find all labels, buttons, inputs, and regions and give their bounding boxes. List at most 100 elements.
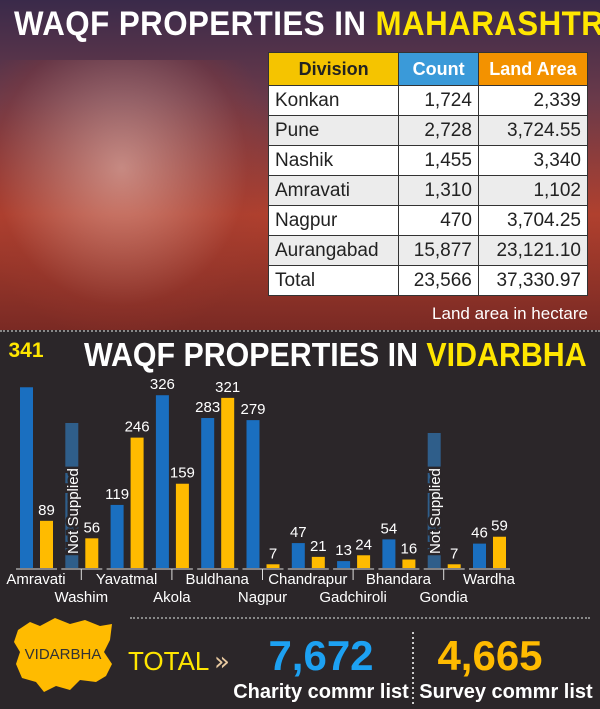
land-area-cell: 37,330.97 bbox=[477, 265, 589, 296]
title-text: WAQF PROPERTIES IN bbox=[84, 336, 427, 373]
data-label: 24 bbox=[355, 536, 372, 553]
count-cell: 15,877 bbox=[398, 235, 479, 266]
category-label: Gadchiroli bbox=[319, 589, 387, 606]
data-label: 16 bbox=[401, 541, 418, 558]
bar-survey bbox=[40, 520, 53, 568]
data-label: 283 bbox=[195, 399, 220, 416]
missing-bar bbox=[65, 423, 79, 568]
table-row: Amravati 1,310 1,102 bbox=[267, 175, 589, 206]
bar-charity bbox=[246, 420, 260, 568]
vidarbha-title: WAQF PROPERTIES IN VIDARBHA bbox=[84, 336, 587, 374]
bar-charity bbox=[20, 387, 33, 568]
data-label: 21 bbox=[310, 538, 327, 555]
vidarbha-map-icon bbox=[14, 618, 112, 692]
division-cell: Konkan bbox=[267, 85, 400, 116]
data-label: 89 bbox=[38, 502, 55, 519]
header-row: Division Count Land Area bbox=[267, 52, 589, 86]
survey-total: 4,665 bbox=[437, 632, 542, 679]
count-cell: 2,728 bbox=[398, 115, 479, 146]
data-label: 326 bbox=[150, 376, 175, 393]
category-label: Yavatmal bbox=[96, 571, 157, 588]
totals-panel: VIDARBHA TOTAL » 7,672 Charity commr lis… bbox=[14, 618, 593, 704]
bar-survey bbox=[311, 556, 325, 568]
table-row: Nagpur 470 3,704.25 bbox=[267, 205, 589, 236]
division-cell: Total bbox=[267, 265, 400, 296]
division-cell: Aurangabad bbox=[267, 235, 400, 266]
column-header: Count bbox=[398, 52, 479, 86]
category-label: Wardha bbox=[463, 571, 516, 588]
total-label: TOTAL bbox=[128, 646, 209, 676]
bar-survey bbox=[447, 564, 461, 568]
bar-survey bbox=[493, 536, 506, 568]
survey-label: Survey commr list bbox=[419, 681, 593, 703]
division-table: Division Count Land Area Konkan 1,724 2,339 P… bbox=[267, 52, 589, 296]
bar-charity bbox=[382, 539, 396, 568]
charity-label: Charity commr list bbox=[233, 681, 409, 703]
bar-charity bbox=[110, 504, 124, 568]
table-row: Total 23,566 37,330.97 bbox=[267, 265, 589, 296]
division-cell: Nagpur bbox=[267, 205, 400, 236]
bar-charity bbox=[155, 395, 169, 568]
count-cell: 1,310 bbox=[398, 175, 479, 206]
land-area-cell: 23,121.10 bbox=[477, 235, 589, 266]
region-label: VIDARBHA bbox=[25, 646, 102, 663]
land-area-caption: Land area in hectare bbox=[432, 304, 588, 323]
land-area-cell: 3,724.55 bbox=[477, 115, 589, 146]
divider bbox=[130, 617, 590, 619]
count-cell: 470 bbox=[398, 205, 479, 236]
count-cell: 1,455 bbox=[398, 145, 479, 176]
data-label: 341 bbox=[8, 339, 43, 362]
category-label: Buldhana bbox=[185, 571, 249, 588]
maharashtra-section: WAQF PROPERTIES IN MAHARASHTRA DivisionC… bbox=[0, 0, 600, 330]
bar-charity bbox=[201, 418, 215, 568]
building-photo bbox=[0, 60, 270, 330]
table-row: Aurangabad 15,877 23,121.10 bbox=[267, 235, 589, 266]
data-label: 7 bbox=[450, 545, 458, 562]
data-label: 7 bbox=[269, 545, 277, 562]
category-label: Chandrapur bbox=[268, 571, 347, 588]
data-label: 119 bbox=[105, 486, 129, 503]
land-area-cell: 2,339 bbox=[477, 85, 589, 116]
count-cell: 1,724 bbox=[398, 85, 479, 116]
bar-survey bbox=[357, 555, 371, 568]
bar-survey bbox=[130, 437, 144, 568]
bar-charity bbox=[337, 561, 351, 568]
title-highlight: MAHARASHTRA bbox=[375, 5, 600, 43]
category-label: Amravati bbox=[6, 571, 65, 588]
data-label: 13 bbox=[335, 542, 352, 559]
data-label: 54 bbox=[381, 520, 398, 537]
column-header: Division bbox=[267, 52, 400, 86]
missing-bar bbox=[427, 433, 441, 568]
charity-total: 7,672 bbox=[268, 632, 373, 679]
title-highlight: VIDARBHA bbox=[426, 336, 587, 373]
divider bbox=[0, 330, 600, 332]
category-label: Nagpur bbox=[238, 589, 287, 606]
bar-survey bbox=[266, 564, 280, 568]
data-label: 159 bbox=[170, 465, 195, 482]
bar-survey bbox=[175, 483, 189, 568]
table-row: Nashik 1,455 3,340 bbox=[267, 145, 589, 176]
data-label: 47 bbox=[290, 524, 307, 541]
chevron-right-icon: » bbox=[214, 647, 230, 677]
table-row: Konkan 1,724 2,339 bbox=[267, 85, 589, 116]
bar-charity bbox=[473, 543, 486, 568]
division-cell: Pune bbox=[267, 115, 400, 146]
data-label: 59 bbox=[491, 518, 508, 535]
bar-survey bbox=[85, 538, 99, 568]
title-text: WAQF PROPERTIES IN bbox=[14, 5, 376, 43]
not-supplied-label: Not Supplied bbox=[65, 468, 82, 554]
data-label: 46 bbox=[471, 525, 488, 542]
bar-survey bbox=[402, 559, 416, 568]
category-label: Bhandara bbox=[366, 571, 432, 588]
table-row: Pune 2,728 3,724.55 bbox=[267, 115, 589, 146]
not-supplied-label: Not Supplied bbox=[427, 468, 444, 554]
land-area-cell: 3,340 bbox=[477, 145, 589, 176]
column-header: Land Area bbox=[477, 52, 589, 86]
data-label: 246 bbox=[125, 419, 150, 436]
data-label: 56 bbox=[83, 519, 100, 536]
data-label: 279 bbox=[240, 401, 265, 418]
count-cell: 23,566 bbox=[398, 265, 479, 296]
category-label: Gondia bbox=[420, 589, 469, 606]
maharashtra-title: WAQF PROPERTIES IN MAHARASHTRA bbox=[14, 4, 600, 44]
